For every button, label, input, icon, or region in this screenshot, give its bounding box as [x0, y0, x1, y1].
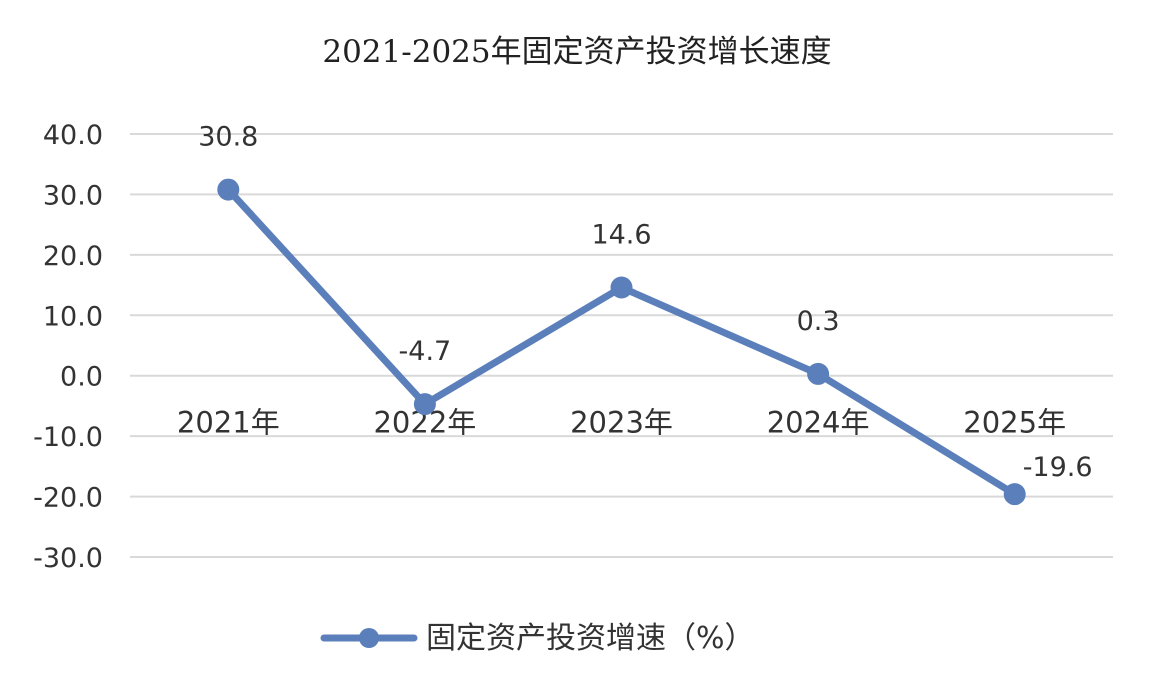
y-tick-label-2: 20.0 [43, 241, 103, 272]
data-label-2: 14.6 [591, 219, 651, 250]
x-category-label-2: 2023年 [570, 406, 673, 440]
data-label-0: 30.8 [198, 122, 258, 153]
legend: 固定资产投资增速（%） [320, 621, 755, 656]
data-point-3 [807, 362, 830, 385]
legend-series-label: 固定资产投资增速（%） [426, 621, 755, 656]
data-point-4 [1003, 483, 1026, 506]
legend-swatch-marker [359, 628, 379, 648]
data-point-2 [610, 276, 633, 299]
x-category-label-4: 2025年 [963, 406, 1066, 440]
data-point-0 [217, 178, 240, 201]
data-labels: 30.8 -4.7 14.6 0.3 -19.6 [198, 122, 1092, 484]
y-tick-label-1: 30.0 [43, 180, 103, 211]
y-tick-label-4: 0.0 [60, 362, 103, 393]
y-tick-label-3: 10.0 [43, 301, 103, 332]
y-tick-label-7: -30.0 [33, 543, 103, 574]
series-layer [217, 178, 1026, 506]
data-label-3: 0.3 [797, 306, 840, 337]
chart-title: 2021-2025年固定资产投资增长速度 [322, 34, 831, 70]
y-axis-tick-labels: 40.0 30.0 20.0 10.0 0.0 -10.0 -20.0 -30.0 [33, 120, 103, 574]
gridlines [130, 133, 1113, 558]
y-tick-label-0: 40.0 [43, 120, 103, 151]
x-category-label-0: 2021年 [177, 406, 280, 440]
data-label-1: -4.7 [399, 336, 452, 367]
data-point-1 [413, 393, 436, 416]
x-axis-category-labels: 2021年 2022年 2023年 2024年 2025年 [177, 406, 1066, 440]
data-label-4: -19.6 [1023, 452, 1093, 483]
y-tick-label-6: -20.0 [33, 483, 103, 514]
y-tick-label-5: -10.0 [33, 422, 103, 453]
x-category-label-3: 2024年 [767, 406, 870, 440]
